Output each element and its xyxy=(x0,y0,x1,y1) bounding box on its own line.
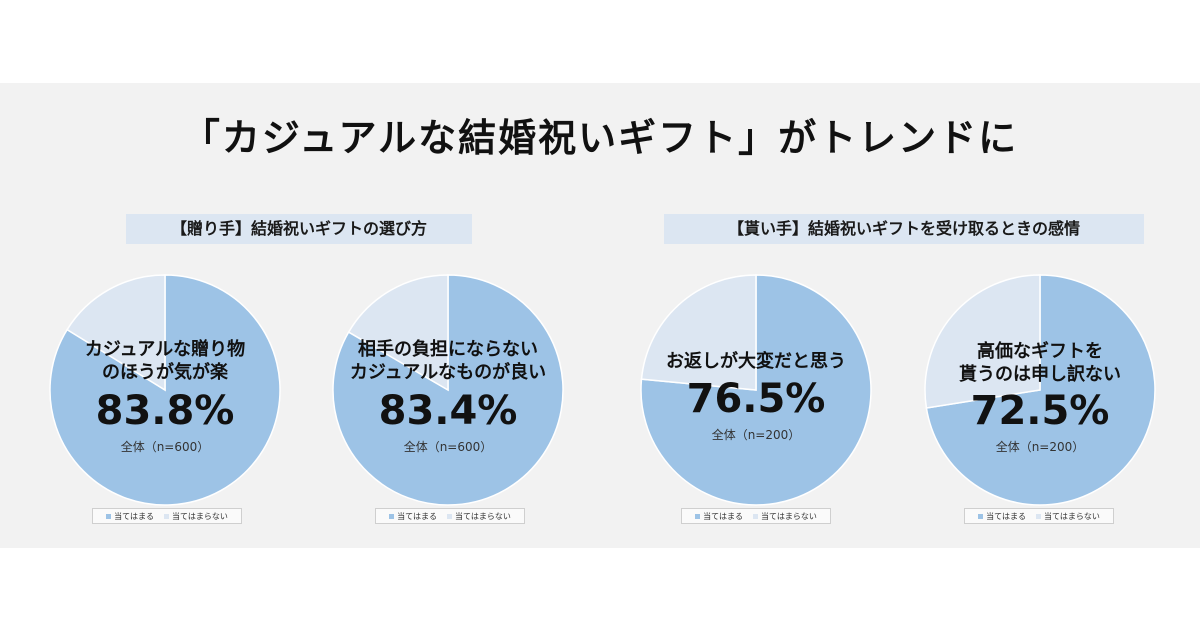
pie-caption-line1: カジュアルな贈り物 xyxy=(84,339,246,360)
pie-chart-not-burden: 相手の負担にならない カジュアルなものが良い 83.4% 全体（n=600） xyxy=(328,270,568,540)
pie-value-label: 83.4% xyxy=(378,388,518,434)
legend-item-applies: 当てはまる xyxy=(389,511,437,522)
pie-sample-size: 全体（n=600） xyxy=(403,440,493,454)
legend-swatch-applies xyxy=(106,513,112,519)
legend-swatch-not-applies xyxy=(164,513,169,519)
pie-caption-line1: 相手の負担にならない xyxy=(358,339,538,360)
legend-label-applies: 当てはまる xyxy=(397,511,437,521)
pie-caption-line1: 高価なギフトを xyxy=(977,341,1103,362)
section-label-receiver: 【貰い手】結婚祝いギフトを受け取るときの感情 xyxy=(664,214,1144,244)
pie-caption-line2: のほうが気が楽 xyxy=(102,362,228,383)
pie-slice-not-applies xyxy=(347,274,449,392)
pie-slice-applies xyxy=(640,274,872,506)
legend-label-not-applies: 当てはまらない xyxy=(1044,511,1100,521)
legend-swatch-not-applies xyxy=(753,513,758,519)
legend-item-not-applies: 当てはまらない xyxy=(164,511,228,522)
chart-legend: 当てはまる 当てはまらない xyxy=(964,508,1114,524)
pie-value-label: 76.5% xyxy=(686,376,826,422)
legend-label-not-applies: 当てはまらない xyxy=(455,511,511,521)
legend-label-applies: 当てはまる xyxy=(114,511,154,521)
pie-slice-not-applies xyxy=(66,274,166,392)
legend-item-applies: 当てはまる xyxy=(978,511,1026,522)
section-label-giver: 【贈り手】結婚祝いギフトの選び方 xyxy=(126,214,472,244)
legend-swatch-not-applies xyxy=(1036,513,1041,519)
pie-slice-applies xyxy=(49,274,281,506)
legend-item-applies: 当てはまる xyxy=(106,511,154,522)
pie-chart-return-gift-hard: お返しが大変だと思う 76.5% 全体（n=200） xyxy=(636,270,876,540)
pie-sample-size: 全体（n=600） xyxy=(120,440,210,454)
legend-swatch-applies xyxy=(695,513,701,519)
pie-caption-line1: お返しが大変だと思う xyxy=(666,351,846,372)
pie-caption-line2: カジュアルなものが良い xyxy=(349,362,547,383)
pie-chart-svg xyxy=(49,274,281,506)
pie-slice-not-applies xyxy=(640,274,757,391)
pie-value-label: 83.8% xyxy=(95,388,235,434)
legend-item-not-applies: 当てはまらない xyxy=(753,511,817,522)
pie-slice-not-applies xyxy=(924,274,1041,409)
legend-label-not-applies: 当てはまらない xyxy=(172,511,228,521)
pie-sample-size: 全体（n=200） xyxy=(995,440,1085,454)
pie-chart-svg xyxy=(640,274,872,506)
page-title: 「カジュアルな結婚祝いギフト」がトレンドに xyxy=(181,116,1019,160)
legend-label-applies: 当てはまる xyxy=(986,511,1026,521)
legend-swatch-not-applies xyxy=(447,513,452,519)
legend-swatch-applies xyxy=(978,513,984,519)
pie-chart-casual-gift-easy: カジュアルな贈り物 のほうが気が楽 83.8% 全体（n=600） xyxy=(45,270,285,540)
legend-label-applies: 当てはまる xyxy=(703,511,743,521)
chart-legend: 当てはまる 当てはまらない xyxy=(375,508,525,524)
pie-sample-size: 全体（n=200） xyxy=(711,428,801,442)
chart-legend: 当てはまる 当てはまらない xyxy=(681,508,831,524)
pie-chart-svg xyxy=(332,274,564,506)
pie-chart-svg xyxy=(924,274,1156,506)
chart-legend: 当てはまる 当てはまらない xyxy=(92,508,242,524)
legend-item-not-applies: 当てはまらない xyxy=(1036,511,1100,522)
legend-item-not-applies: 当てはまらない xyxy=(447,511,511,522)
legend-item-applies: 当てはまる xyxy=(695,511,743,522)
legend-swatch-applies xyxy=(389,513,395,519)
pie-caption-line2: 貰うのは申し訳ない xyxy=(959,364,1121,385)
pie-chart-expensive-gift-sorry: 高価なギフトを 貰うのは申し訳ない 72.5% 全体（n=200） xyxy=(920,270,1160,540)
legend-label-not-applies: 当てはまらない xyxy=(761,511,817,521)
pie-value-label: 72.5% xyxy=(970,388,1110,434)
